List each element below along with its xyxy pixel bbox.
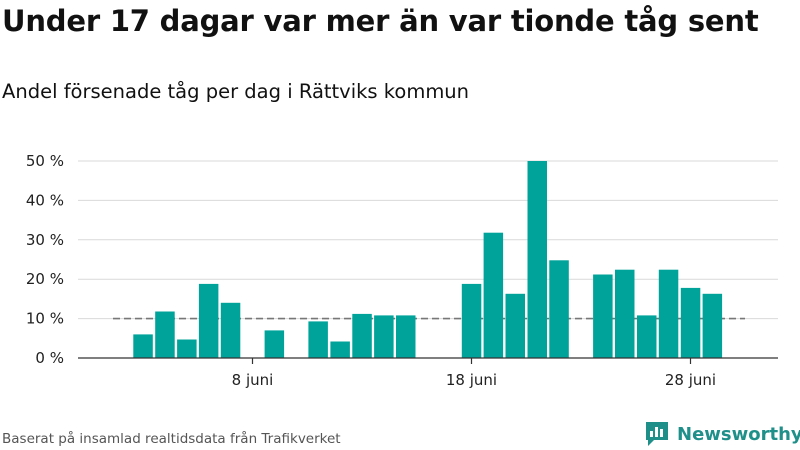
y-tick-label: 30 % bbox=[26, 231, 64, 249]
bar bbox=[593, 274, 613, 358]
bar bbox=[483, 232, 504, 358]
newsworthy-logo: Newsworthy bbox=[644, 420, 800, 448]
y-tick-label: 40 % bbox=[26, 191, 64, 209]
y-tick-label: 0 % bbox=[35, 349, 64, 367]
bar bbox=[549, 260, 569, 358]
bar bbox=[352, 313, 372, 358]
bar bbox=[637, 315, 657, 358]
newsworthy-logo-icon bbox=[646, 422, 668, 446]
chart-subtitle: Andel försenade tåg per dag i Rättviks k… bbox=[2, 80, 470, 103]
bar bbox=[702, 293, 723, 358]
bar bbox=[374, 315, 394, 358]
bar bbox=[330, 341, 350, 358]
y-tick-label: 50 % bbox=[26, 152, 64, 170]
bar bbox=[527, 161, 547, 358]
bar bbox=[155, 311, 175, 358]
bar bbox=[461, 283, 482, 358]
x-tick-label: 28 juni bbox=[665, 371, 716, 389]
bar bbox=[133, 334, 153, 358]
bar bbox=[396, 315, 416, 358]
x-tick-label: 18 juni bbox=[446, 371, 497, 389]
x-tick-label: 8 juni bbox=[232, 371, 274, 389]
bar bbox=[177, 339, 197, 358]
bar bbox=[264, 330, 285, 358]
bar bbox=[220, 302, 241, 358]
y-tick-label: 10 % bbox=[26, 310, 64, 328]
bar bbox=[505, 293, 525, 358]
axes: 0 % 10 % 20 % 30 % 40 % 50 % 8 juni 18 juni 28 j… bbox=[26, 152, 778, 389]
chart-title: Under 17 dagar var mer än var tionde tåg… bbox=[2, 4, 759, 38]
source-note: Baserat på insamlad realtidsdata från Tr… bbox=[2, 431, 341, 447]
y-tick-label: 20 % bbox=[26, 270, 64, 288]
bar bbox=[680, 287, 701, 358]
bar bbox=[308, 321, 328, 358]
bar bbox=[198, 283, 219, 358]
bar-chart: 0 % 10 % 20 % 30 % 40 % 50 % 8 juni 18 juni 28 j… bbox=[26, 152, 778, 389]
logo-text: Newsworthy bbox=[677, 423, 800, 445]
bar bbox=[658, 269, 679, 358]
bar bbox=[615, 269, 635, 358]
bars bbox=[133, 161, 723, 358]
